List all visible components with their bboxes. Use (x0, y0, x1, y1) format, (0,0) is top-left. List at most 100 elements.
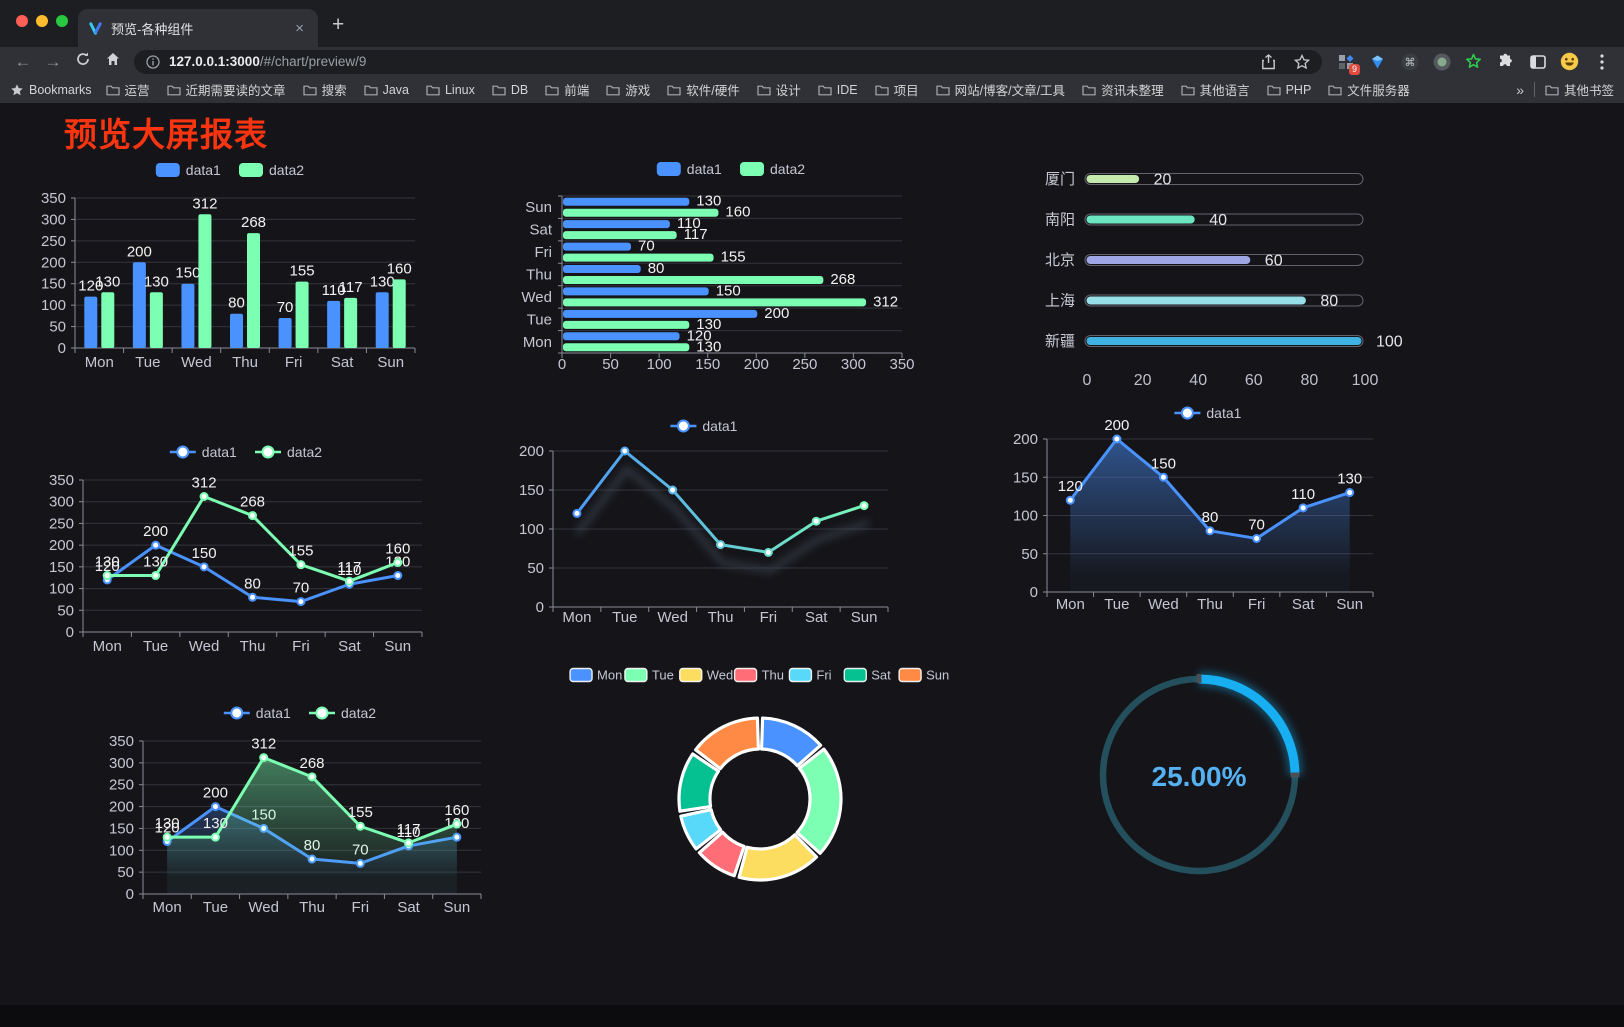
legend-item-Sat[interactable]: Sat (843, 668, 891, 683)
bookmark-folder[interactable]: 资讯未整理 (1082, 80, 1164, 99)
bookmark-folder[interactable]: Java (363, 83, 409, 97)
folder-icon (363, 85, 378, 95)
bookmark-folder[interactable]: 近期需要读的文章 (166, 80, 286, 99)
legend-item-data1[interactable]: data1 (169, 444, 237, 460)
chart-line-two-series[interactable]: 0 50 100 150 200 250 300 350 120 200 150 80 70 110 130… (49, 444, 423, 655)
svg-text:Mon: Mon (523, 334, 552, 351)
legend-item-data1[interactable]: data1 (155, 162, 221, 178)
bookmark-folder[interactable]: PHP (1266, 83, 1311, 97)
legend-item-data1[interactable]: data1 (670, 418, 738, 434)
svg-text:200: 200 (1104, 417, 1129, 434)
svg-text:20: 20 (1154, 172, 1172, 189)
bookmark-folder[interactable]: 搜索 (302, 80, 347, 99)
svg-text:312: 312 (192, 195, 217, 212)
svg-text:268: 268 (240, 494, 265, 511)
browser-tab[interactable]: 预览-各种组件 × (78, 9, 318, 47)
chart-line-gradient[interactable]: 0 50 100 150 200 Mon Tue Wed Thu Fri Sat Sun data1 (519, 418, 889, 626)
svg-text:130: 130 (203, 815, 228, 832)
extension-command-icon[interactable]: ⌘ (1400, 52, 1419, 71)
bookmark-folder[interactable]: DB (492, 83, 528, 97)
bookmark-folder[interactable]: 项目 (875, 80, 919, 99)
svg-text:100: 100 (41, 297, 66, 314)
svg-text:Thu: Thu (762, 668, 784, 683)
bookmarks-overflow-chevron[interactable]: » (1516, 81, 1524, 98)
url-bar[interactable]: 127.0.0.1:3000/#/chart/preview/9 (134, 49, 1322, 74)
zoom-window-button[interactable] (56, 15, 68, 27)
legend-item-Sun[interactable]: Sun (898, 668, 949, 683)
tab-close-icon[interactable]: × (295, 19, 304, 37)
svg-text:Thu: Thu (232, 354, 258, 371)
extensions-puzzle-icon[interactable] (1496, 52, 1515, 71)
extension-star-icon[interactable] (1464, 52, 1483, 71)
chart-gauge[interactable]: 25.00% (1099, 671, 1303, 875)
minimize-window-button[interactable] (36, 15, 48, 27)
close-window-button[interactable] (16, 15, 28, 27)
bookmark-folder[interactable]: 设计 (757, 80, 801, 99)
chart-area-two-series[interactable]: 0501001502002503003501202001508070110130… (109, 705, 482, 916)
svg-text:130: 130 (696, 316, 721, 333)
svg-text:40: 40 (1189, 372, 1207, 389)
extension-record-icon[interactable] (1432, 52, 1451, 71)
svg-text:150: 150 (49, 559, 74, 576)
svg-text:155: 155 (290, 263, 315, 280)
bookmark-folder[interactable]: 软件/硬件 (667, 80, 740, 99)
svg-text:130: 130 (370, 273, 395, 290)
legend-item-data1[interactable]: data1 (223, 705, 291, 721)
sidebar-toggle-icon[interactable] (1528, 52, 1547, 71)
legend-item-Mon[interactable]: Mon (569, 668, 622, 683)
bookmarks-manager[interactable]: Bookmarks (10, 83, 92, 97)
bookmarks-bar: Bookmarks 运营 近期需要读的文章 搜索 Java Linux DB 前端 游戏 软件/… (0, 76, 1624, 103)
site-info-icon[interactable] (146, 54, 160, 69)
bookmark-label: 游戏 (625, 84, 651, 98)
svg-text:70: 70 (293, 580, 310, 597)
extension-grid-icon[interactable]: 9 (1336, 52, 1360, 75)
bookmark-folder[interactable]: Linux (426, 83, 475, 97)
chart-bar-grouped[interactable]: 0501001502002503003501201302001301503128… (41, 162, 416, 371)
back-icon[interactable]: ← (14, 51, 32, 71)
svg-text:Wed: Wed (521, 289, 552, 306)
legend-item-data2[interactable]: data2 (740, 161, 805, 177)
svg-text:80: 80 (1320, 293, 1338, 310)
bookmark-folder[interactable]: 前端 (545, 80, 589, 99)
legend-item-Tue[interactable]: Tue (624, 668, 674, 683)
legend-item-Thu[interactable]: Thu (733, 668, 784, 683)
svg-text:北京: 北京 (1045, 252, 1075, 269)
share-icon[interactable] (1261, 53, 1276, 70)
chart-progress-bars[interactable]: 厦门 20 南阳 40 北京 60 上海 80 新疆 100 0 20 40 60 80 100 (1045, 171, 1403, 389)
svg-text:Tue: Tue (135, 354, 160, 371)
reload-icon[interactable] (68, 51, 98, 72)
svg-text:100: 100 (1352, 372, 1379, 389)
menu-dots-icon[interactable] (1592, 52, 1611, 71)
bookmark-folder[interactable]: 文件服务器 (1328, 80, 1410, 99)
extensions-cluster: 9 ⌘ (1336, 52, 1611, 75)
bookmark-folder[interactable]: 运营 (105, 80, 150, 99)
extension-gem-icon[interactable] (1368, 52, 1387, 71)
chart-donut[interactable]: Mon Tue Wed Thu Fri Sat Sun (569, 668, 949, 882)
legend-item-Fri[interactable]: Fri (788, 668, 832, 683)
svg-text:130: 130 (95, 273, 120, 290)
bookmark-star-icon[interactable] (1294, 53, 1310, 70)
new-tab-button[interactable]: + (332, 13, 345, 36)
svg-text:268: 268 (830, 271, 855, 288)
forward-icon[interactable]: → (44, 51, 62, 71)
svg-text:Wed: Wed (248, 899, 279, 916)
svg-text:50: 50 (602, 356, 619, 373)
legend-item-Wed[interactable]: Wed (679, 668, 734, 683)
legend-item-data2[interactable]: data2 (239, 162, 304, 178)
bookmark-folder[interactable]: 游戏 (606, 80, 650, 99)
bookmark-folder[interactable]: 网站/博客/文章/工具 (936, 80, 1065, 99)
legend-item-data2[interactable]: data2 (255, 444, 322, 460)
emoji-avatar-icon[interactable] (1560, 52, 1579, 71)
svg-text:312: 312 (192, 475, 217, 492)
svg-text:Mon: Mon (597, 668, 622, 683)
bookmark-folder[interactable]: IDE (818, 83, 858, 97)
bookmark-folder[interactable]: 其他语言 (1180, 80, 1250, 99)
legend-item-data2[interactable]: data2 (309, 705, 376, 721)
legend-item-data1[interactable]: data1 (1174, 405, 1242, 421)
svg-text:300: 300 (109, 755, 134, 772)
other-bookmarks-folder[interactable]: 其他书签 (1545, 80, 1614, 99)
legend-item-data1[interactable]: data1 (656, 161, 722, 177)
home-icon[interactable] (98, 51, 128, 72)
chart-area-single[interactable]: 0 50 100 150 200 120 200 150 80 70 110 130 Mon Tue Wed… (1013, 405, 1374, 613)
